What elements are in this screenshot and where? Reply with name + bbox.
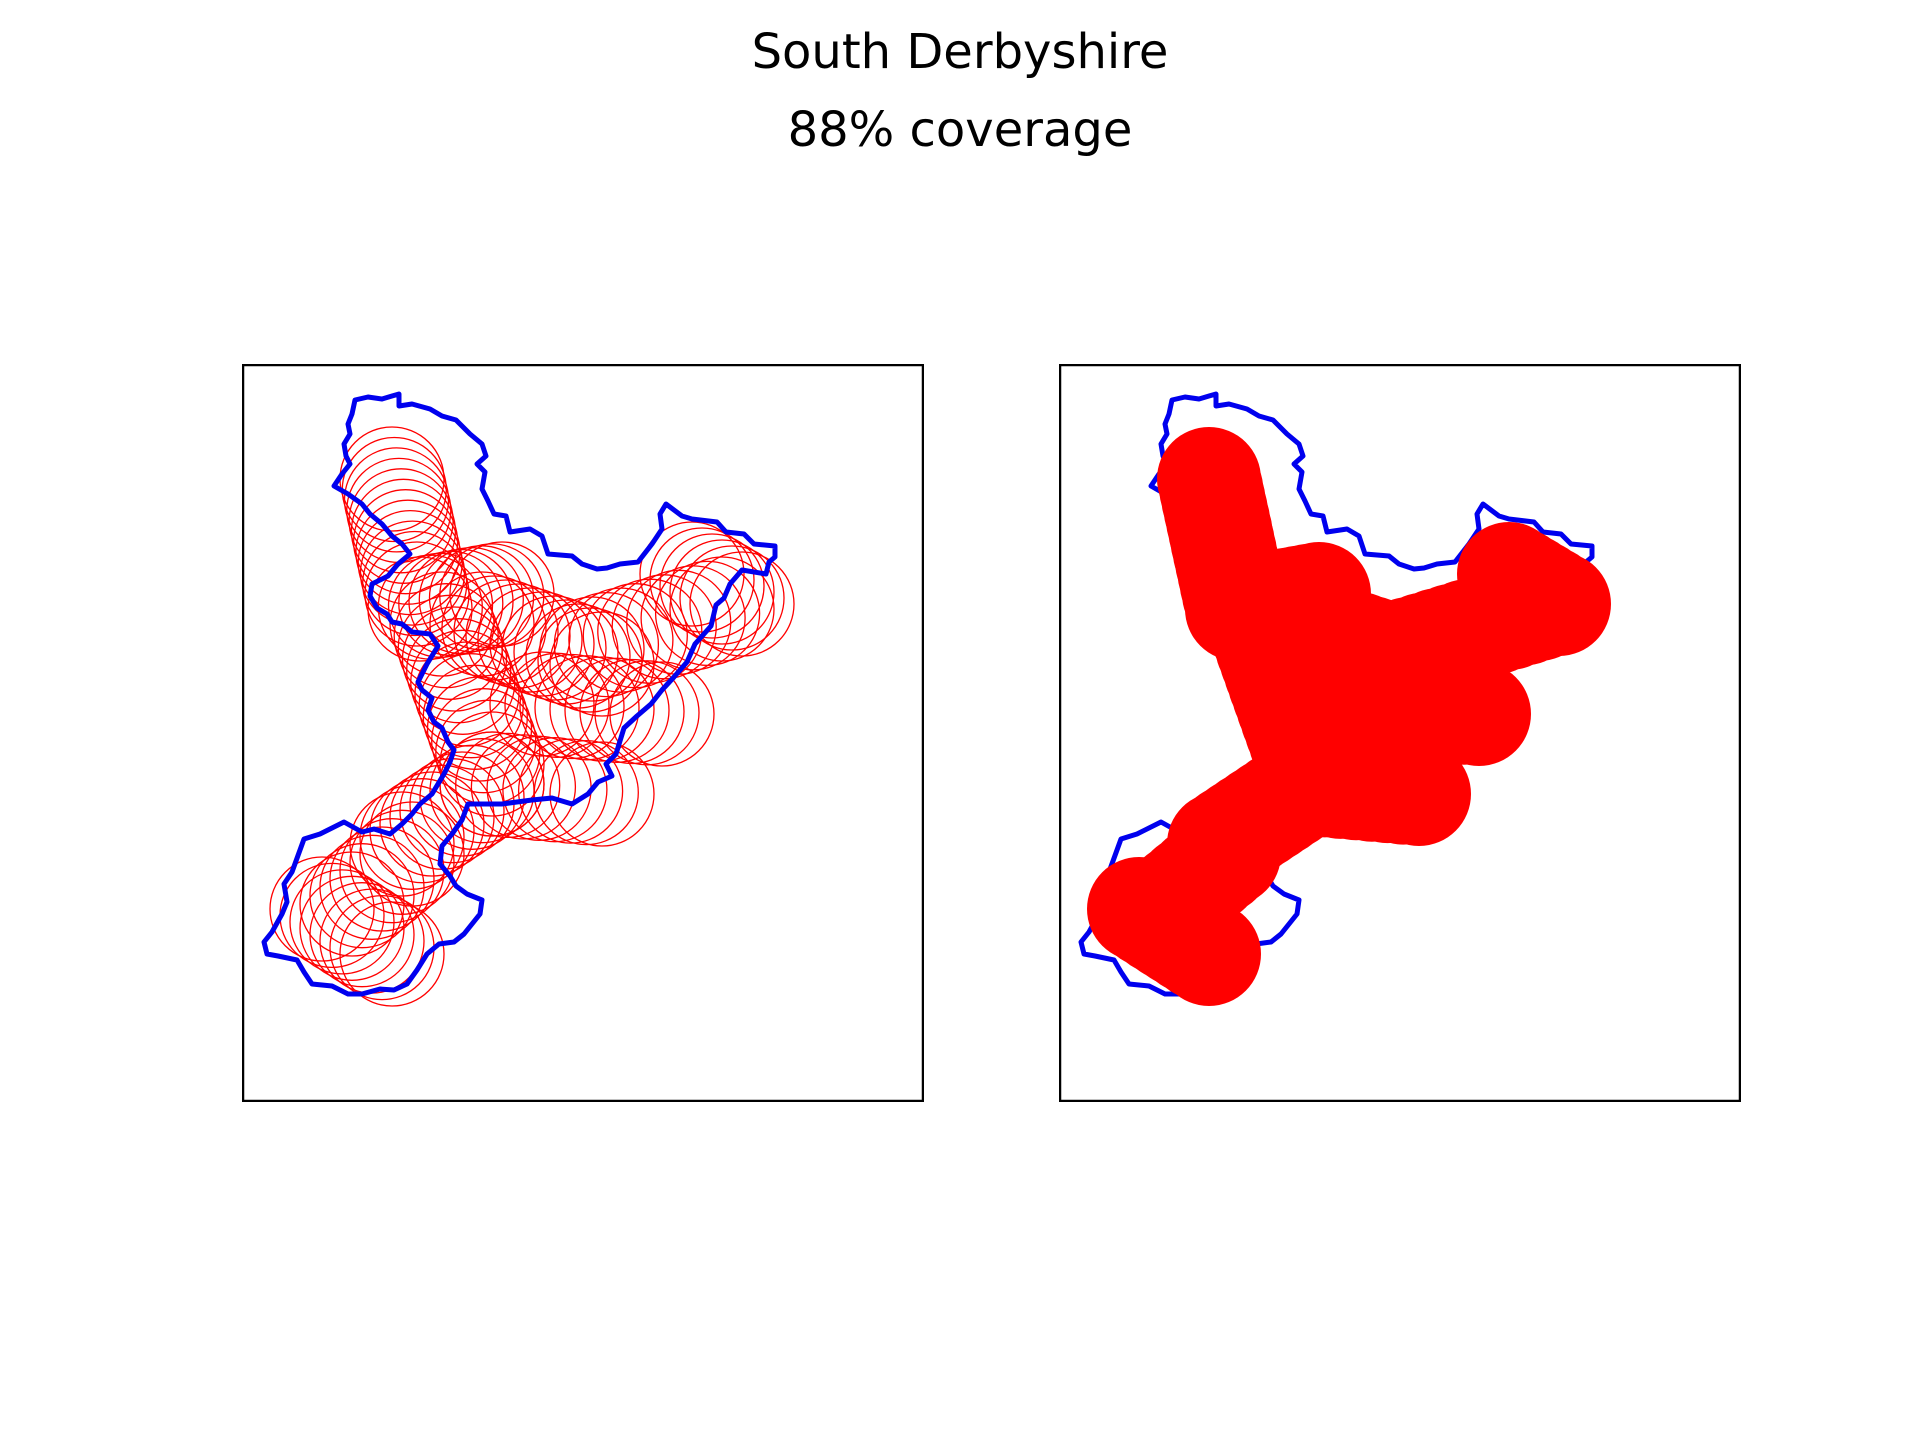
coverage-circle [418,653,524,759]
coverage-circle [689,551,795,657]
panel-frame [242,364,924,1102]
coverage-circle [504,652,610,758]
coverage-circle [393,583,499,689]
coverage-circle [439,711,545,817]
coverage-circle [579,658,685,765]
coverage-circle [348,468,454,574]
map-panel-filled [1059,364,1741,1102]
coverage-circle [429,571,535,677]
coverage-circle [519,653,625,760]
panel-frame [1059,364,1741,1102]
coverage-circle [453,579,559,685]
coverage-circle [465,583,571,689]
coverage-circle [501,595,607,701]
coverage-circle [669,539,775,645]
coverage-circle [401,606,508,712]
coverage-circle [489,591,595,697]
coverage-circle [1427,662,1531,766]
coverage-circle [349,791,455,897]
coverage-circles-outline [269,426,795,1007]
coverage-circle [364,541,470,647]
coverage-circle [525,603,631,709]
coverage-circle [533,739,639,846]
coverage-circle [669,556,775,662]
coverage-circle [659,533,765,639]
map-panel-outlines [242,364,924,1102]
coverage-circle [359,784,465,890]
coverage-circle [419,744,525,850]
coverage-circle [455,732,561,839]
coverage-circle [339,901,445,1007]
coverage-circle [649,527,755,633]
coverage-circle [269,856,375,962]
coverage-circle [1507,552,1611,656]
coverage-circle [441,575,547,681]
coverage-circle [517,738,624,844]
district-boundary [261,391,778,997]
coverage-circle [346,457,452,564]
coverage-circle [594,660,700,766]
figure-subtitle: 88% coverage [787,102,1133,158]
figure-title: South Derbyshire [751,24,1169,80]
coverage-circle [549,656,655,762]
coverage-circle [339,426,445,532]
coverage-circle [609,661,715,767]
coverage-circle [309,882,415,988]
coverage-circle [489,651,595,757]
coverage-circle [477,587,583,693]
coverage-circle [470,734,577,840]
coverage-circle [534,655,640,761]
coverage-circles-filled [1087,427,1611,1006]
coverage-circle [679,545,785,651]
coverage-circle [309,843,415,949]
coverage-circle [341,436,447,543]
coverage-circle [1367,742,1471,846]
coverage-circle [654,560,761,667]
coverage-circle [329,894,435,1001]
coverage-circle [379,771,485,877]
coverage-circle [549,741,655,847]
coverage-circle [289,869,395,975]
coverage-circle [639,521,745,627]
coverage-circle [299,875,405,981]
coverage-circle [626,569,732,675]
coverage-circle [406,618,512,724]
coverage-circle [1157,902,1261,1006]
coverage-circle [564,657,670,763]
coverage-circle [502,737,608,843]
